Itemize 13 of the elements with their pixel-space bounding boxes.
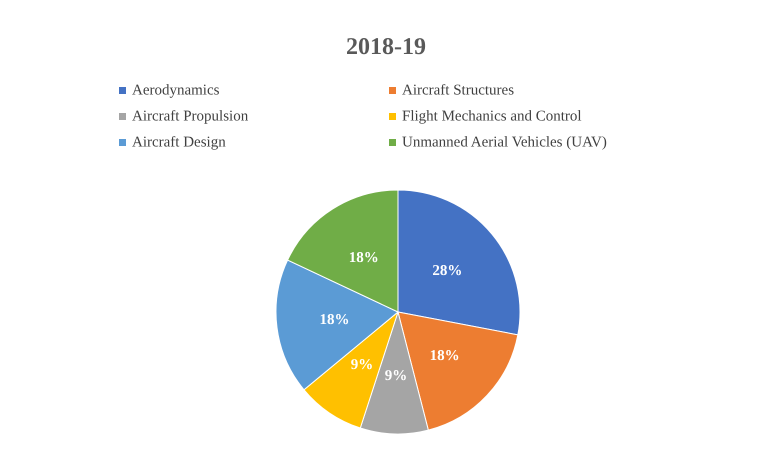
data-label: 9%	[384, 368, 408, 384]
data-label: 18%	[348, 250, 379, 266]
data-label: 9%	[350, 356, 374, 373]
legend-label: Aircraft Propulsion	[132, 108, 249, 124]
legend-label: Flight Mechanics and Control	[402, 108, 582, 124]
data-label: 28%	[432, 263, 462, 280]
chart-title: 2018-19	[346, 34, 426, 60]
data-label: 18%	[430, 348, 460, 364]
legend-label: Unmanned Aerial Vehicles (UAV)	[402, 134, 607, 150]
legend-label: Aerodynamics	[132, 82, 220, 98]
legend-label: Aircraft Structures	[402, 82, 514, 98]
data-label: 18%	[320, 312, 350, 328]
legend-label: Aircraft Design	[132, 134, 226, 150]
